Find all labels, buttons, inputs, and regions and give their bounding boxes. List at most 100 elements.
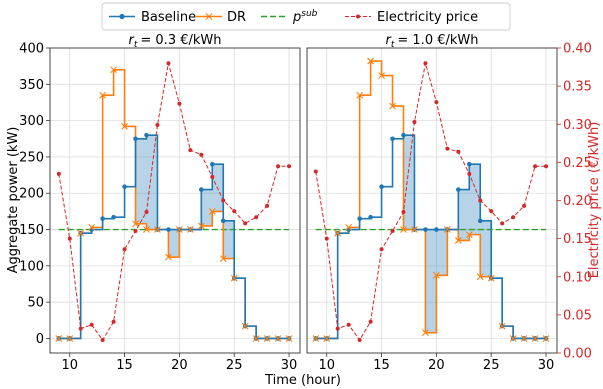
baseline-point — [456, 187, 461, 192]
x-tick-label: 15 — [373, 358, 390, 373]
price-point — [511, 215, 516, 220]
y-tick-label-left: 0 — [36, 332, 44, 347]
y-tick-label-left: 400 — [19, 42, 44, 57]
dr-point — [132, 220, 139, 228]
baseline-point — [434, 227, 439, 232]
x-axis-label: Time (hour) — [264, 373, 341, 388]
shaded-area — [168, 229, 180, 258]
dr-point — [230, 274, 238, 282]
dr-point — [345, 223, 353, 231]
price-point — [533, 164, 538, 169]
dr-point — [389, 102, 396, 110]
dr-point — [285, 335, 293, 342]
price-point — [401, 209, 406, 214]
shaded-area — [223, 220, 235, 259]
shaded-area — [458, 189, 470, 241]
dr-point — [422, 329, 429, 337]
dr-point — [88, 223, 96, 231]
dr-point — [208, 208, 216, 215]
price-point — [144, 209, 149, 214]
price-point — [544, 164, 549, 169]
legend-price-marker — [356, 14, 360, 19]
dr-point — [110, 66, 117, 74]
shaded-area — [135, 138, 147, 224]
x-tick-label: 10 — [318, 358, 335, 373]
price-point — [177, 101, 182, 106]
price-point — [368, 319, 373, 324]
dr-point — [55, 335, 63, 342]
price-point — [232, 209, 237, 214]
dr-point — [454, 237, 462, 244]
baseline-point — [368, 214, 373, 220]
price-point — [324, 236, 329, 241]
baseline-point — [477, 218, 483, 224]
price-point — [166, 61, 171, 66]
price-point — [379, 247, 384, 252]
price-point — [221, 198, 226, 203]
legend-label: DR — [227, 10, 246, 25]
price-point — [89, 322, 94, 327]
legend-dr-marker — [205, 13, 213, 20]
baseline-point — [166, 227, 171, 232]
y-tick-label-left: 300 — [19, 114, 44, 129]
price-point — [467, 171, 472, 176]
panel-title: rt = 1.0 €/kWh — [386, 33, 479, 50]
y-tick-label-left: 350 — [19, 78, 44, 93]
y-tick-label-left: 250 — [19, 150, 44, 165]
legend-box — [101, 2, 511, 31]
price-point — [188, 148, 193, 153]
shaded-area — [146, 135, 158, 230]
price-point — [100, 338, 105, 343]
x-tick-label: 20 — [171, 358, 188, 373]
dr-point — [356, 91, 364, 99]
dr-point — [252, 335, 260, 342]
price-point — [489, 209, 494, 214]
x-tick-label: 30 — [281, 358, 298, 373]
baseline-series-line — [58, 134, 290, 340]
shaded-area — [425, 229, 437, 333]
shaded-area — [201, 189, 213, 226]
dr-series-line — [58, 68, 290, 340]
dr-point — [121, 123, 128, 130]
dr-point — [367, 57, 374, 65]
baseline-series-line — [315, 134, 547, 340]
y-axis-label-left: Aggregate power (kW) — [6, 127, 21, 274]
dr-point — [154, 226, 161, 233]
price-point — [111, 319, 116, 324]
price-point — [122, 247, 127, 252]
dr-point — [465, 231, 473, 239]
baseline-point — [100, 216, 105, 221]
legend: Baseline DR psub Electricity price — [101, 2, 511, 31]
legend-label: Electricity price — [377, 10, 478, 25]
dr-point — [476, 273, 484, 281]
dr-point — [487, 274, 495, 282]
y-tick-label-right: 0.30 — [563, 118, 592, 133]
baseline-point — [199, 187, 204, 192]
dr-point — [241, 322, 249, 330]
legend-label: Baseline — [141, 10, 196, 25]
shaded-area — [469, 164, 481, 235]
price-point — [243, 221, 248, 226]
baseline-point — [111, 214, 116, 220]
dr-point — [143, 226, 150, 233]
price-point — [254, 215, 259, 220]
price-point — [434, 100, 439, 105]
legend-label: psub — [292, 9, 318, 25]
dr-point — [411, 226, 418, 233]
baseline-point — [122, 184, 127, 190]
y-tick-label-left: 150 — [19, 223, 44, 238]
dr-point — [378, 72, 385, 79]
price-point — [313, 169, 318, 174]
x-tick-label: 30 — [538, 358, 555, 373]
y-tick-label-right: 0.20 — [563, 194, 592, 209]
dr-point — [197, 222, 205, 230]
dr-point — [186, 226, 194, 233]
dr-point — [400, 226, 407, 233]
price-point — [522, 203, 527, 208]
price-point — [445, 146, 450, 151]
price-point — [346, 322, 351, 327]
y-tick-label-right: 0.10 — [563, 270, 592, 285]
price-point — [500, 221, 505, 226]
